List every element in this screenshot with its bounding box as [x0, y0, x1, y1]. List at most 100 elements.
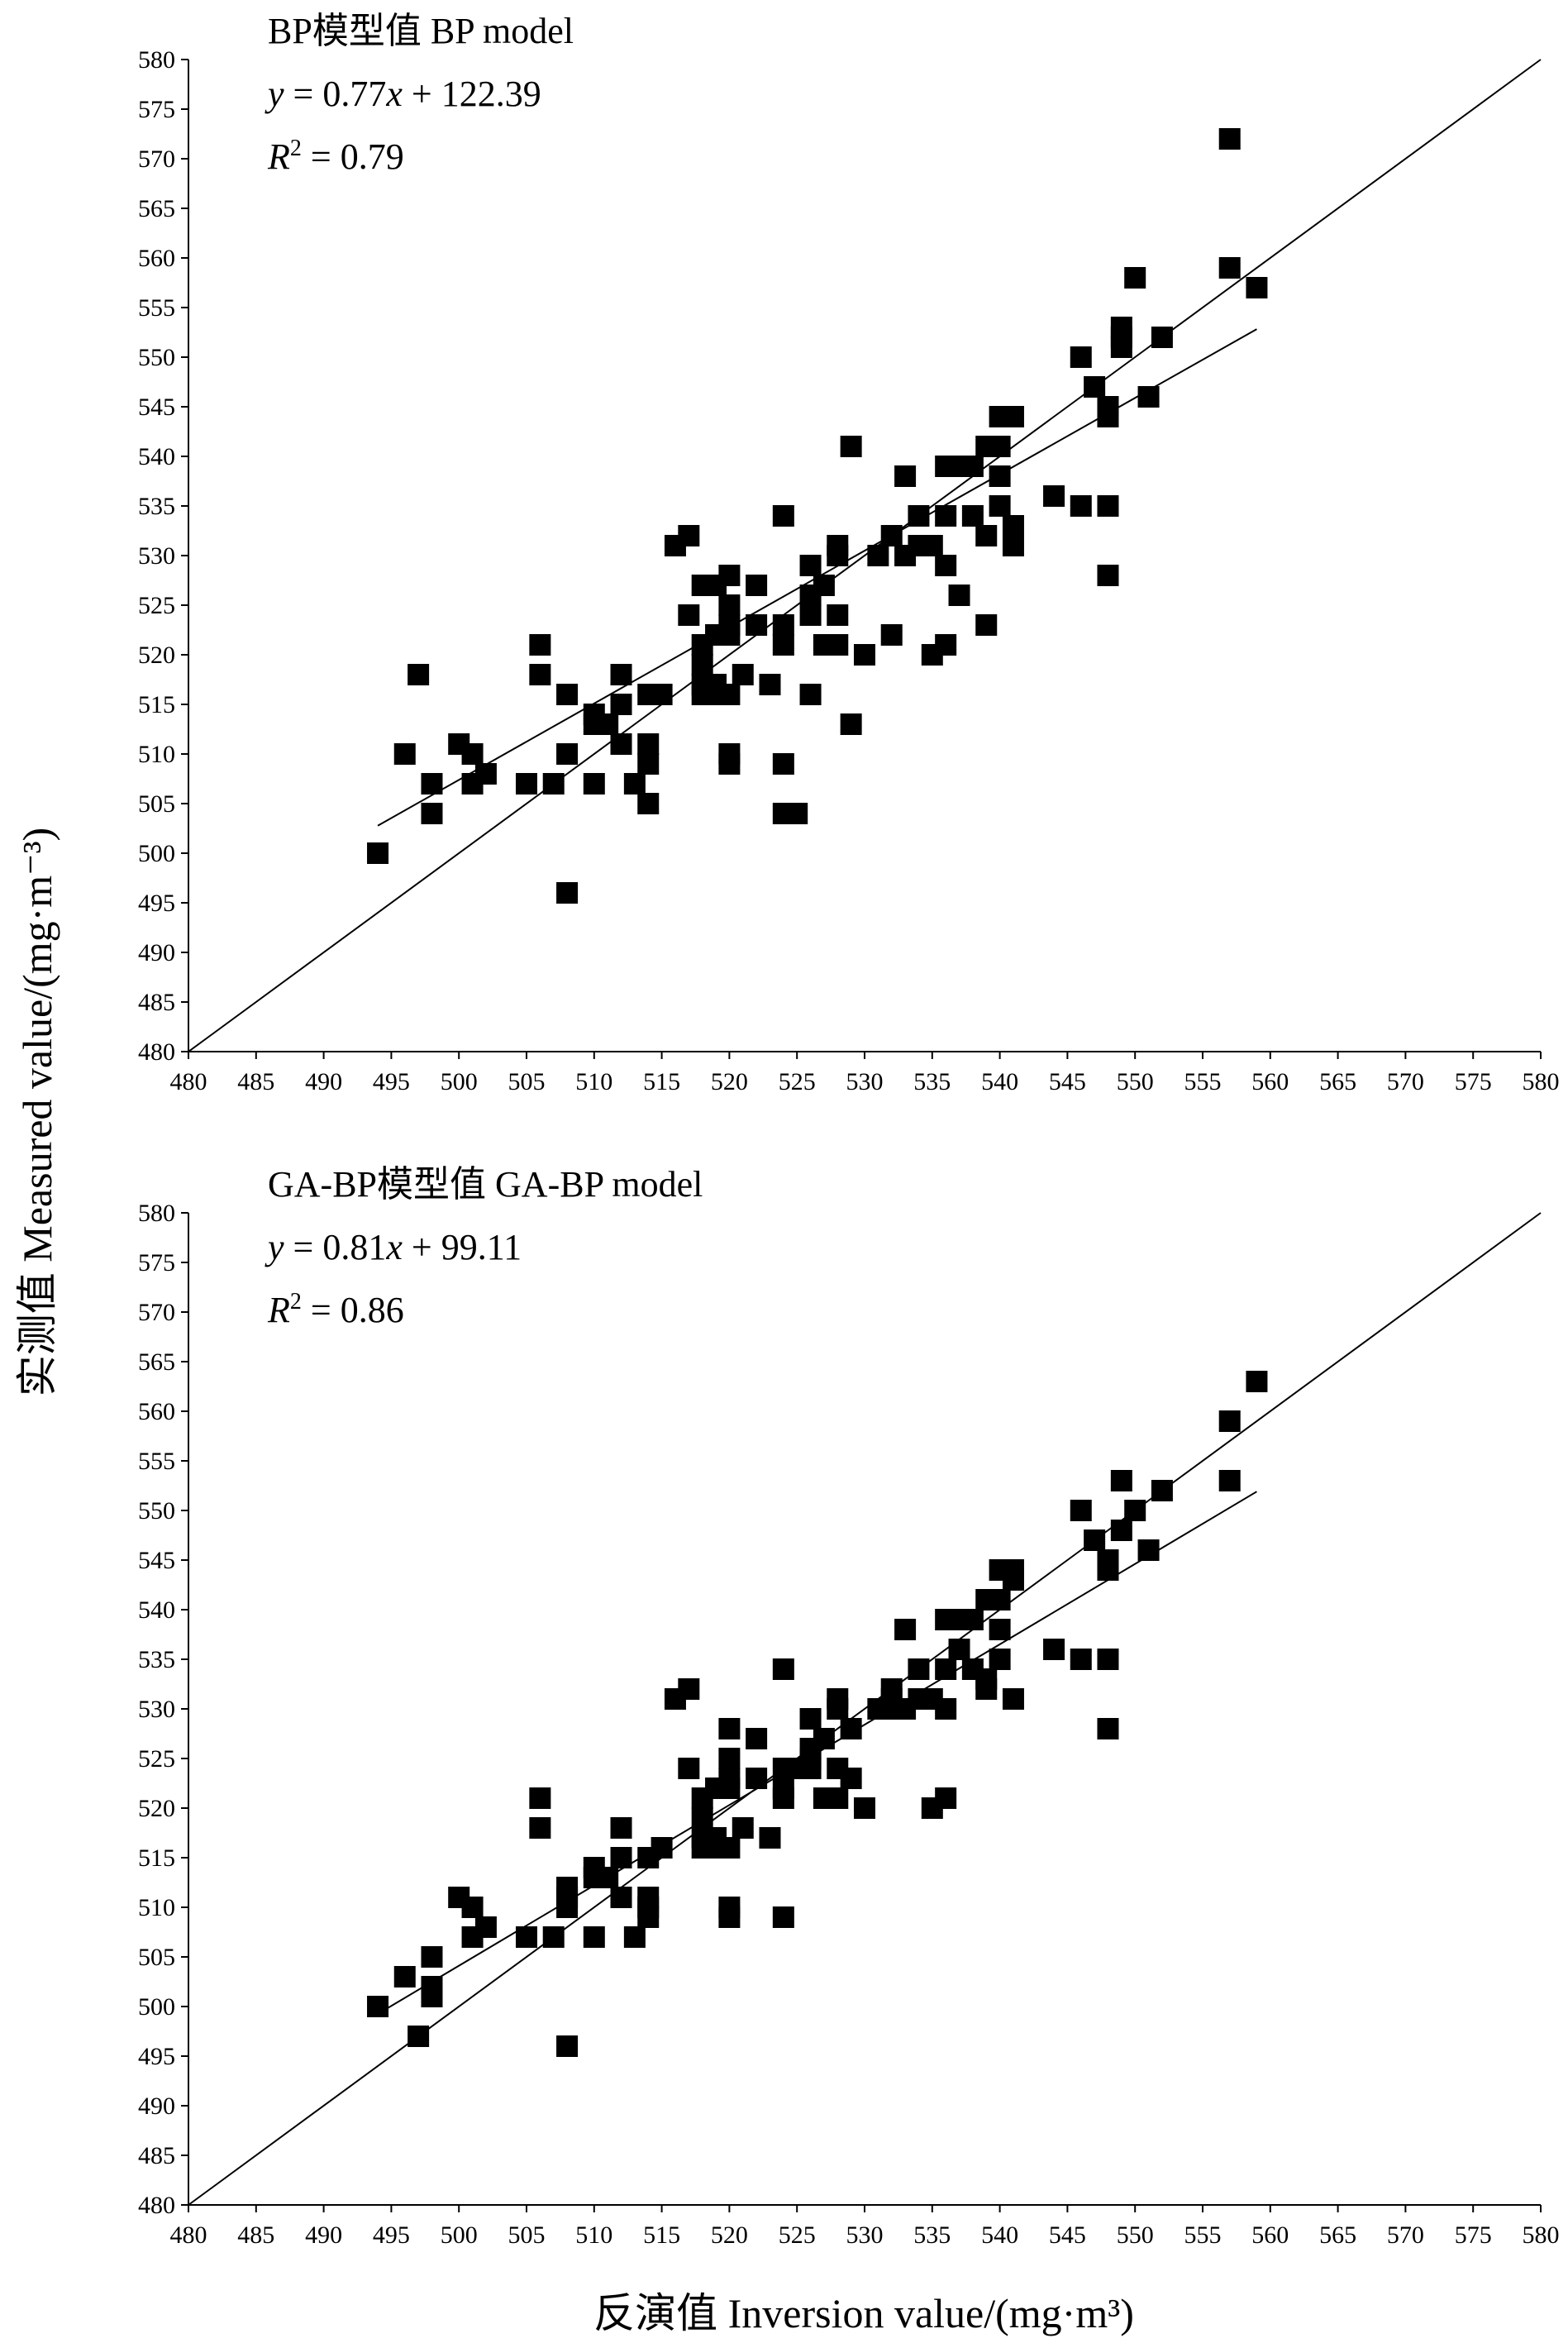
- data-point: [610, 694, 632, 715]
- y-tick-label: 480: [138, 1038, 175, 1066]
- data-point: [637, 793, 660, 814]
- y-tick-label: 580: [138, 46, 175, 74]
- data-point: [772, 505, 794, 527]
- x-tick-label: 495: [373, 2221, 410, 2249]
- data-point: [691, 654, 713, 675]
- x-tick-label: 520: [711, 2221, 748, 2249]
- data-point: [975, 1678, 998, 1700]
- data-point: [1218, 128, 1241, 150]
- x-tick-label: 510: [575, 2221, 612, 2249]
- data-point: [1124, 267, 1146, 289]
- data-point: [935, 555, 957, 576]
- x-tick-label: 515: [643, 1068, 680, 1095]
- data-point: [623, 1926, 646, 1948]
- fit-equation: y = 0.81x + 99.11: [265, 1227, 522, 1267]
- data-point: [718, 1906, 741, 1928]
- x-tick-label: 530: [846, 1068, 884, 1095]
- data-point: [1043, 485, 1065, 507]
- data-point: [961, 456, 984, 477]
- x-tick-label: 550: [1117, 1068, 1154, 1095]
- data-point: [1002, 1569, 1024, 1591]
- x-tick-label: 570: [1387, 2221, 1424, 2249]
- data-point: [1070, 1649, 1092, 1670]
- y-tick-label: 505: [138, 790, 175, 818]
- data-point: [935, 1658, 957, 1680]
- x-tick-label: 495: [373, 1068, 410, 1095]
- data-point: [678, 1678, 700, 1700]
- data-point: [393, 1966, 416, 1987]
- r-squared-value: = 0.79: [302, 136, 404, 177]
- data-point: [854, 644, 875, 666]
- identity-line: [188, 59, 1542, 1052]
- data-point: [975, 525, 998, 546]
- identity-line: [188, 1212, 1542, 2206]
- data-point: [921, 535, 943, 556]
- data-point: [1043, 1639, 1065, 1660]
- data-point: [1084, 376, 1106, 398]
- data-point: [597, 1867, 619, 1888]
- x-tick-label: 580: [1523, 1068, 1560, 1095]
- y-tick-label: 485: [138, 989, 175, 1016]
- data-point: [610, 733, 632, 755]
- data-point: [1097, 565, 1119, 586]
- data-point: [854, 1797, 875, 1819]
- x-tick-label: 540: [981, 2221, 1018, 2249]
- data-point: [651, 1837, 673, 1859]
- data-point: [827, 604, 849, 626]
- data-point: [583, 773, 605, 795]
- x-tick-label: 505: [508, 2221, 546, 2249]
- data-point: [894, 1619, 917, 1640]
- panel-title: GA-BP模型值 GA-BP model: [268, 1164, 703, 1205]
- x-tick-label: 500: [441, 1068, 478, 1095]
- data-point: [840, 713, 862, 735]
- data-point: [367, 842, 389, 864]
- data-point: [610, 1817, 632, 1839]
- data-point: [961, 505, 984, 527]
- x-tick-label: 535: [913, 2221, 951, 2249]
- data-point: [1002, 535, 1024, 556]
- equation-intercept: + 122.39: [403, 74, 541, 114]
- fit-equation: y = 0.77x + 122.39: [265, 74, 541, 114]
- x-tick-label: 515: [643, 2221, 680, 2249]
- data-point: [732, 664, 754, 685]
- data-point: [989, 1589, 1011, 1611]
- data-point: [813, 575, 835, 596]
- data-point: [746, 614, 768, 636]
- y-tick-label: 520: [138, 1795, 175, 1822]
- x-tick-label: 560: [1251, 2221, 1289, 2249]
- data-point: [1002, 1688, 1024, 1710]
- data-point: [623, 773, 646, 795]
- data-point: [718, 624, 741, 646]
- y-tick-label: 555: [138, 294, 175, 322]
- data-point: [474, 1916, 497, 1938]
- y-tick-label: 570: [138, 146, 175, 173]
- x-tick-label: 485: [237, 1068, 274, 1095]
- y-tick-label: 525: [138, 592, 175, 619]
- data-point: [651, 684, 673, 705]
- data-point: [840, 1768, 862, 1789]
- data-point: [407, 664, 430, 685]
- bp-model-panel: 480 485 490 495 500 505 510 515 520 525 530 535 540 5…: [138, 11, 1560, 1095]
- y-tick-label: 530: [138, 1696, 175, 1723]
- y-tick-label: 530: [138, 542, 175, 570]
- data-point: [1124, 1500, 1146, 1521]
- x-tick-label: 575: [1455, 2221, 1492, 2249]
- data-point: [759, 1827, 781, 1849]
- data-point: [732, 1817, 754, 1839]
- data-point: [718, 594, 741, 616]
- data-point: [786, 803, 808, 824]
- data-point: [1084, 1529, 1106, 1551]
- data-point: [799, 1758, 822, 1779]
- x-tick-label: 480: [170, 2221, 207, 2249]
- data-point: [827, 634, 849, 656]
- y-tick-label: 520: [138, 642, 175, 669]
- data-point: [813, 1728, 835, 1749]
- y-tick-label: 550: [138, 1497, 175, 1525]
- x-tick-label: 485: [237, 2221, 274, 2249]
- equation-x: x: [385, 1227, 403, 1267]
- data-point: [556, 743, 579, 765]
- data-point: [691, 1807, 713, 1829]
- data-point: [461, 1897, 484, 1918]
- data-point: [772, 614, 794, 636]
- y-tick-label: 560: [138, 1398, 175, 1425]
